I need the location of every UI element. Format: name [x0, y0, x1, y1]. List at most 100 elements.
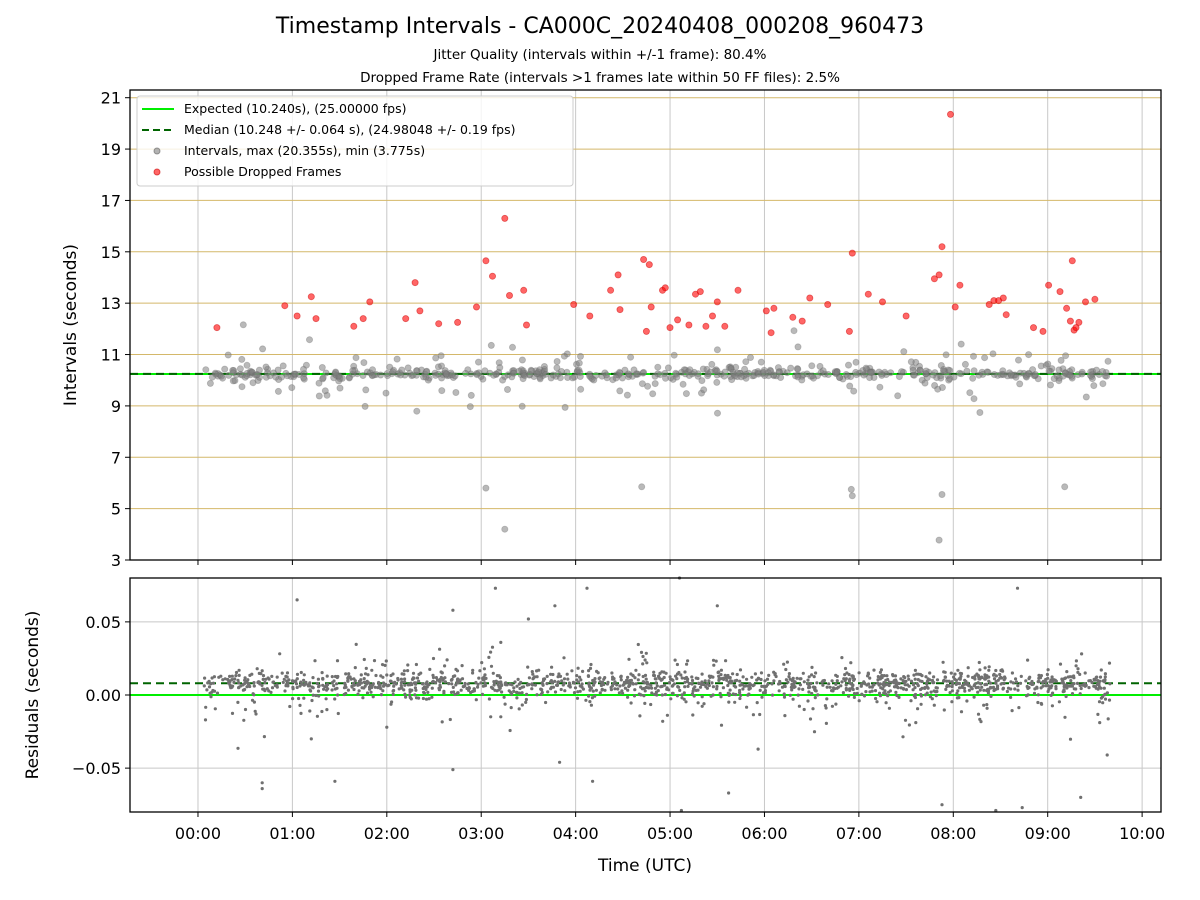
residual-point [985, 706, 989, 710]
residual-point [734, 692, 738, 697]
residual-point [353, 666, 357, 670]
interval-point [895, 373, 903, 381]
residual-point [524, 697, 529, 702]
residual-point [321, 676, 325, 681]
residual-point [317, 684, 321, 688]
residual-point [573, 686, 578, 690]
dropped-frame-point [848, 249, 856, 257]
residual-point [702, 702, 706, 706]
residual-point [887, 680, 892, 684]
interval-point [432, 354, 440, 362]
interval-point [770, 371, 778, 379]
residual-point [912, 673, 916, 677]
residual-point [257, 680, 261, 684]
residual-point [641, 680, 645, 684]
residual-point [698, 685, 703, 689]
residual-point [636, 678, 640, 682]
residual-point [514, 690, 519, 695]
interval-point [1025, 370, 1033, 378]
residual-point [403, 680, 407, 684]
residual-point [1061, 690, 1065, 694]
residual-point [690, 682, 694, 686]
residual-point [755, 678, 759, 682]
residual-point [209, 682, 213, 686]
residual-point [1097, 700, 1102, 704]
interval-point [315, 379, 323, 387]
interval-point [386, 363, 394, 371]
dropped-frame-point [570, 300, 578, 308]
residual-point [850, 686, 854, 691]
x-axis-label: Time (UTC) [597, 856, 692, 876]
residual-point [887, 683, 891, 688]
residual-point [427, 697, 431, 701]
residual-point [456, 681, 460, 685]
residual-point [759, 671, 764, 675]
interval-point [473, 371, 481, 379]
residual-point [631, 674, 635, 678]
residual-point [745, 705, 749, 709]
residual-point [806, 678, 810, 682]
interval-point [322, 369, 330, 377]
interval-point [1059, 372, 1067, 380]
residual-point [806, 682, 810, 686]
residual-point [517, 707, 521, 711]
residual-point [363, 672, 368, 676]
residual-point [489, 664, 494, 668]
residual-point [489, 685, 494, 689]
residual-point [982, 688, 986, 692]
residual-point [498, 676, 502, 680]
residual-point [233, 677, 237, 681]
residual-point [965, 682, 969, 686]
interval-point [940, 365, 948, 373]
residual-point [761, 691, 766, 695]
residual-point [420, 682, 425, 686]
dropped-frame-point [1002, 311, 1010, 319]
residual-outlier-point [727, 791, 731, 795]
residual-point [652, 670, 656, 674]
residual-point [721, 686, 726, 690]
residual-point [344, 685, 348, 689]
residual-point [299, 670, 303, 675]
residual-point [696, 688, 700, 692]
interval-point [819, 367, 827, 375]
residual-point [909, 679, 914, 683]
residual-point [807, 690, 811, 694]
residual-point [262, 735, 266, 739]
residual-point [578, 675, 582, 679]
interval-point [852, 368, 860, 376]
residual-point [955, 696, 960, 700]
interval-point [963, 367, 971, 375]
residual-point [559, 687, 563, 692]
interval-point [989, 350, 997, 358]
residual-point [370, 668, 374, 672]
x-tick-label-02:00: 02:00 [364, 824, 410, 843]
residual-point [237, 686, 241, 690]
interval-point [654, 363, 662, 371]
residual-point [1039, 686, 1043, 690]
residual-point [288, 704, 292, 709]
residual-point [668, 675, 672, 679]
dropped-frame-point [1039, 327, 1047, 335]
residual-point [487, 697, 491, 701]
residual-point [413, 693, 417, 697]
residual-point [572, 691, 577, 695]
residual-point [660, 677, 664, 681]
residual-point [549, 679, 554, 683]
interval-point [448, 371, 456, 379]
residual-point [1041, 680, 1045, 685]
residual-point [476, 685, 480, 689]
interval-point [319, 374, 327, 382]
residual-point [576, 666, 580, 670]
residual-point [767, 673, 771, 678]
interval-point [295, 370, 303, 378]
residual-point [487, 655, 491, 660]
residual-point [658, 671, 662, 676]
residual-point [347, 672, 351, 676]
interval-point [957, 340, 965, 348]
residual-point [1069, 679, 1073, 683]
residual-point [520, 691, 524, 695]
residual-point [731, 692, 735, 696]
interval-point [526, 370, 534, 378]
legend-median-label: Median (10.248 +/- 0.064 s), (24.98048 +… [184, 122, 515, 137]
residual-point [977, 677, 981, 681]
